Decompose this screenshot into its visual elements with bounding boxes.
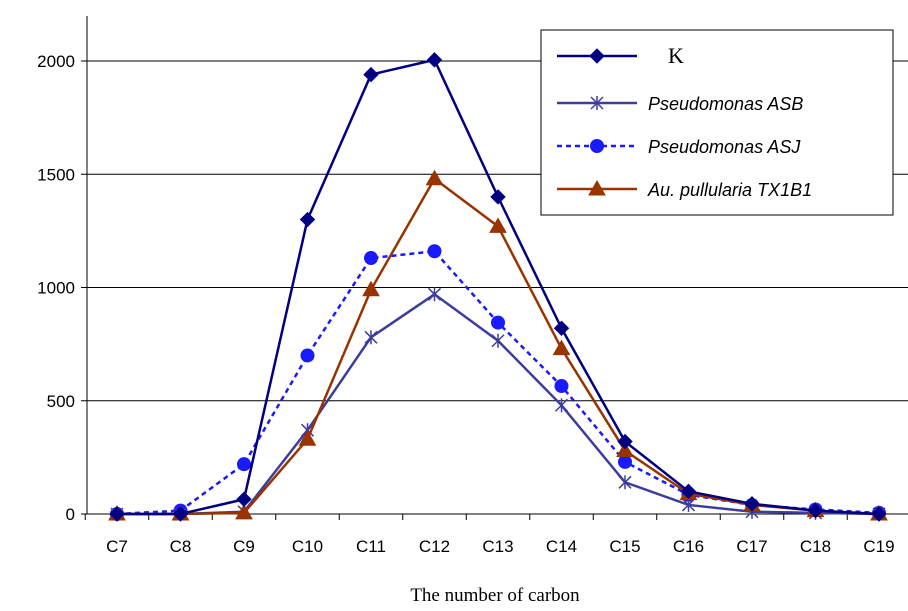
data-point bbox=[299, 211, 316, 228]
legend: K Pseudomonas ASB Pseudomonas ASJ Au. pullu… bbox=[540, 29, 894, 216]
data-point bbox=[807, 502, 824, 519]
x-tick-label: C9 bbox=[233, 537, 255, 556]
tick-labels: 0 500 1000 1500 2000 C7 C8 C9 C10 C11 C12 C13 C14 C15… bbox=[37, 52, 894, 556]
data-point bbox=[426, 52, 443, 68]
legend-swatch-marker bbox=[588, 179, 606, 196]
series-3 bbox=[110, 244, 886, 521]
x-tick-label: C11 bbox=[356, 537, 386, 556]
data-point bbox=[618, 454, 632, 469]
y-tick-label: 0 bbox=[66, 505, 75, 524]
data-point bbox=[554, 379, 569, 394]
data-point bbox=[362, 280, 380, 297]
data-point bbox=[554, 398, 569, 413]
data-point bbox=[237, 457, 251, 472]
data-point bbox=[298, 430, 317, 446]
data-point bbox=[618, 475, 632, 490]
data-point bbox=[681, 497, 696, 512]
plot-series bbox=[108, 52, 888, 522]
data-point bbox=[300, 348, 315, 363]
data-point bbox=[871, 506, 887, 522]
x-tick-label: C14 bbox=[546, 537, 577, 556]
series-1 bbox=[109, 52, 887, 522]
data-point bbox=[172, 506, 189, 522]
data-point bbox=[427, 287, 442, 302]
x-tick-label: C12 bbox=[419, 537, 450, 556]
legend-item: Pseudomonas ASB bbox=[557, 94, 803, 114]
legend-item: Au. pullularia TX1B1 bbox=[557, 179, 812, 200]
x-tick-label: C8 bbox=[170, 537, 192, 556]
legend-label: K bbox=[668, 43, 684, 68]
series-line bbox=[116, 249, 880, 516]
x-tick-label: C13 bbox=[482, 537, 513, 556]
y-tick-label: 2000 bbox=[37, 52, 75, 71]
data-point bbox=[364, 251, 378, 266]
legend-item: K bbox=[557, 43, 684, 68]
x-tick-label: C15 bbox=[609, 537, 640, 556]
data-point bbox=[616, 441, 634, 458]
data-point bbox=[490, 189, 506, 205]
legend-label: Pseudomonas ASB bbox=[648, 94, 803, 114]
data-point bbox=[553, 320, 570, 336]
data-point bbox=[363, 66, 379, 83]
x-tick-label: C17 bbox=[736, 537, 767, 556]
legend-label: Au. pullularia TX1B1 bbox=[647, 180, 812, 200]
x-axis-label: The number of carbon bbox=[410, 585, 580, 606]
x-tick-label: C10 bbox=[292, 537, 323, 556]
y-tick-label: 1000 bbox=[37, 279, 75, 298]
x-tick-label: C7 bbox=[106, 537, 128, 556]
legend-swatch-marker bbox=[590, 139, 604, 153]
data-point bbox=[680, 483, 697, 500]
x-tick-label: C19 bbox=[863, 537, 894, 556]
data-point bbox=[491, 333, 505, 348]
y-tick-label: 500 bbox=[47, 392, 75, 411]
data-point bbox=[552, 339, 571, 356]
data-point bbox=[427, 244, 442, 259]
data-point bbox=[364, 330, 378, 345]
x-tick-label: C16 bbox=[673, 537, 704, 556]
data-point bbox=[489, 217, 507, 233]
legend-swatch-marker bbox=[590, 96, 604, 110]
y-tick-label: 1500 bbox=[37, 165, 75, 184]
data-point bbox=[109, 506, 125, 522]
data-point bbox=[236, 491, 252, 507]
legend-item: Pseudomonas ASJ bbox=[557, 137, 801, 157]
x-tick-label: C18 bbox=[800, 537, 831, 556]
legend-label: Pseudomonas ASJ bbox=[648, 137, 801, 157]
data-point bbox=[491, 315, 505, 330]
data-point bbox=[425, 169, 444, 186]
data-point bbox=[235, 503, 253, 520]
legend-swatch-marker bbox=[589, 48, 605, 64]
data-point bbox=[744, 496, 760, 512]
data-point bbox=[617, 433, 633, 450]
